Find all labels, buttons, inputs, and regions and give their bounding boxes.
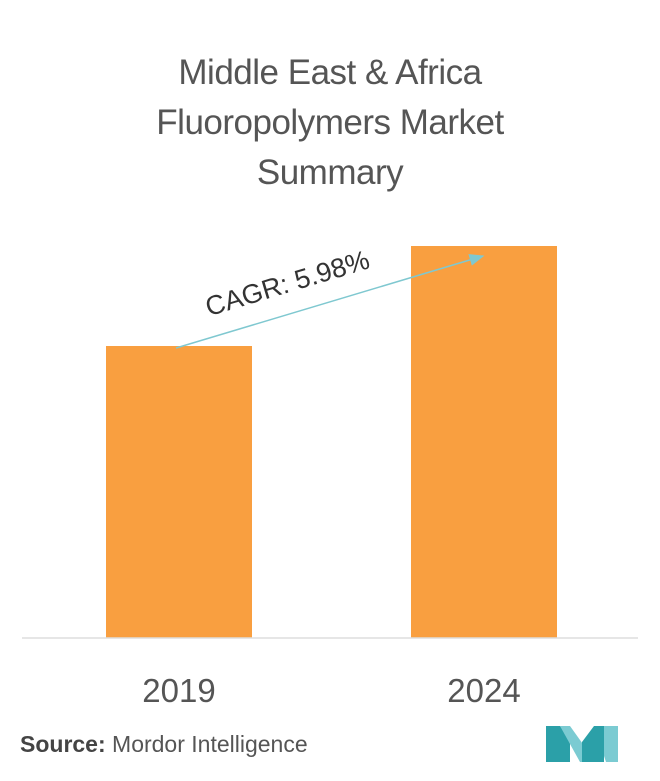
- bar-2019: [106, 346, 252, 638]
- title-line-1: Middle East & Africa: [178, 53, 482, 92]
- bars-group: [106, 246, 557, 638]
- bar-2024: [411, 246, 557, 638]
- title-line-2: Fluoropolymers Market: [156, 103, 504, 142]
- x-tick-label-2019: 2019: [142, 672, 215, 709]
- cagr-label: CAGR: 5.98%: [202, 245, 373, 322]
- chart-title: Middle East & Africa Fluoropolymers Mark…: [0, 48, 660, 198]
- source-name: Mordor Intelligence: [112, 731, 308, 757]
- cagr-arrow: [175, 254, 485, 349]
- x-tick-label-2024: 2024: [447, 672, 520, 709]
- x-tick-labels: 2019 2024: [142, 672, 520, 709]
- source-label: Source:: [20, 731, 106, 757]
- title-line-3: Summary: [256, 153, 404, 192]
- mordor-logo-icon: [546, 726, 618, 762]
- source-line: Source: Mordor Intelligence: [20, 731, 308, 758]
